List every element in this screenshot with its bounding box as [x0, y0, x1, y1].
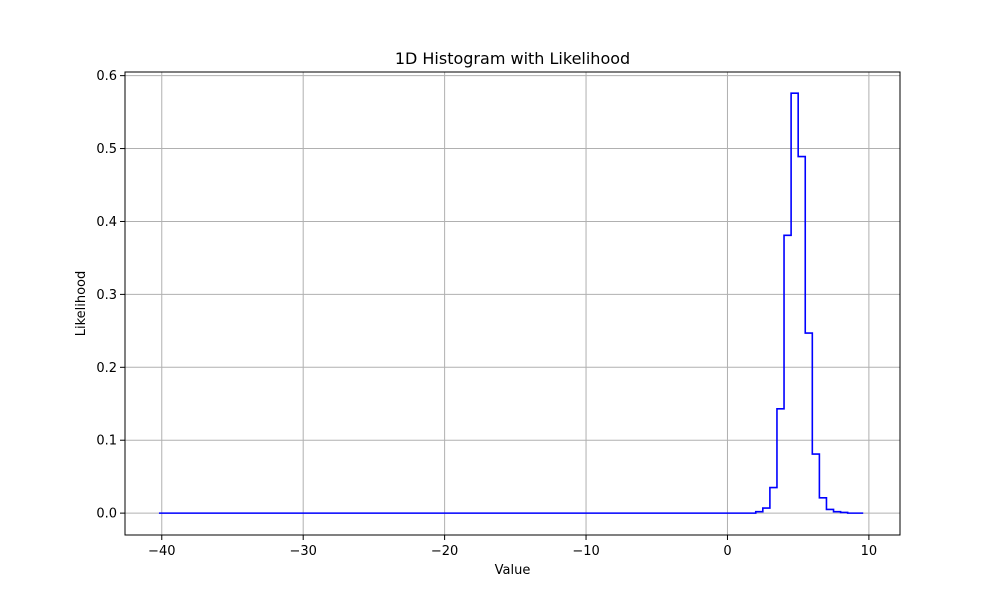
- y-tick-label: 0.0: [96, 507, 117, 522]
- y-tick-label: 0.1: [96, 434, 117, 449]
- x-tick-label: −40: [148, 544, 175, 559]
- x-axis-label: Value: [495, 563, 531, 578]
- x-tick-label: −30: [289, 544, 316, 559]
- x-axis: −40 −30 −20 −10 0 10: [148, 535, 877, 559]
- chart-title: 1D Histogram with Likelihood: [395, 49, 630, 68]
- x-tick-label: 0: [723, 544, 731, 559]
- y-tick-label: 0.2: [96, 361, 117, 376]
- y-tick-label: 0.3: [96, 288, 117, 303]
- x-tick-label: 10: [861, 544, 878, 559]
- likelihood-step-line: [158, 92, 864, 514]
- y-tick-label: 0.6: [96, 69, 117, 84]
- x-tick-label: −10: [572, 544, 599, 559]
- grid: [125, 72, 900, 535]
- y-axis-label: Likelihood: [74, 271, 89, 337]
- plot-frame: [124, 71, 901, 536]
- y-tick-label: 0.4: [96, 215, 117, 230]
- y-tick-label: 0.5: [96, 142, 117, 157]
- y-axis: 0.0 0.1 0.2 0.3 0.4 0.5 0.6: [96, 69, 125, 522]
- x-tick-label: −20: [431, 544, 458, 559]
- series-layer: [158, 92, 864, 514]
